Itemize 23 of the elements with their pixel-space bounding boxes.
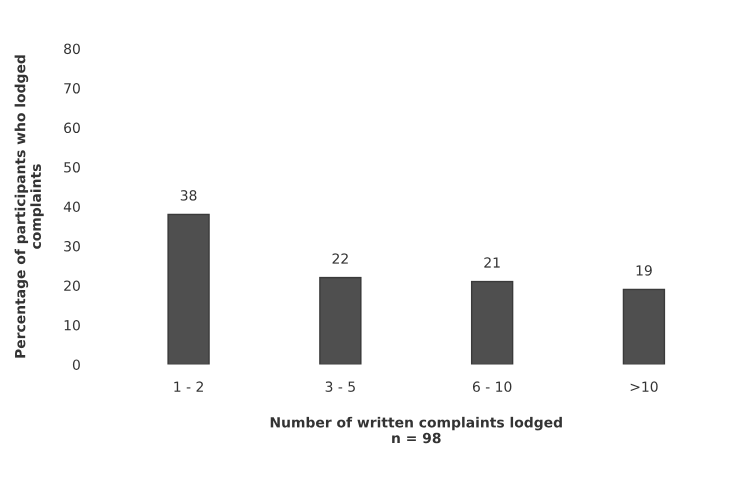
y-tick-label: 80 — [64, 44, 80, 54]
y-tick-label: 0 — [72, 359, 80, 370]
data-label: 22 — [332, 253, 348, 264]
bar — [319, 276, 362, 364]
x-axis-title: Number of written complaints lodged n = 98 — [270, 416, 562, 444]
x-tick-label: >10 — [630, 381, 658, 392]
y-tick-label: 60 — [64, 122, 80, 134]
data-label: 38 — [180, 190, 196, 201]
x-tick-label: 6 - 10 — [472, 381, 512, 392]
y-tick-label: 40 — [64, 202, 80, 212]
bar — [167, 214, 210, 364]
x-tick-label: 1 - 2 — [174, 381, 203, 392]
y-tick-label: 20 — [64, 280, 80, 291]
bar — [622, 288, 666, 364]
y-tick-label: 70 — [64, 83, 80, 94]
y-tick-label: 30 — [64, 241, 80, 252]
y-tick-label: 10 — [64, 320, 80, 330]
y-tick-label: 50 — [64, 162, 80, 173]
data-label: 19 — [636, 265, 652, 276]
data-label: 21 — [484, 257, 500, 268]
y-axis-title: Percentage of participants who lodged complaints — [14, 55, 44, 358]
x-tick-label: 3 - 5 — [326, 381, 355, 392]
bar — [470, 280, 514, 364]
